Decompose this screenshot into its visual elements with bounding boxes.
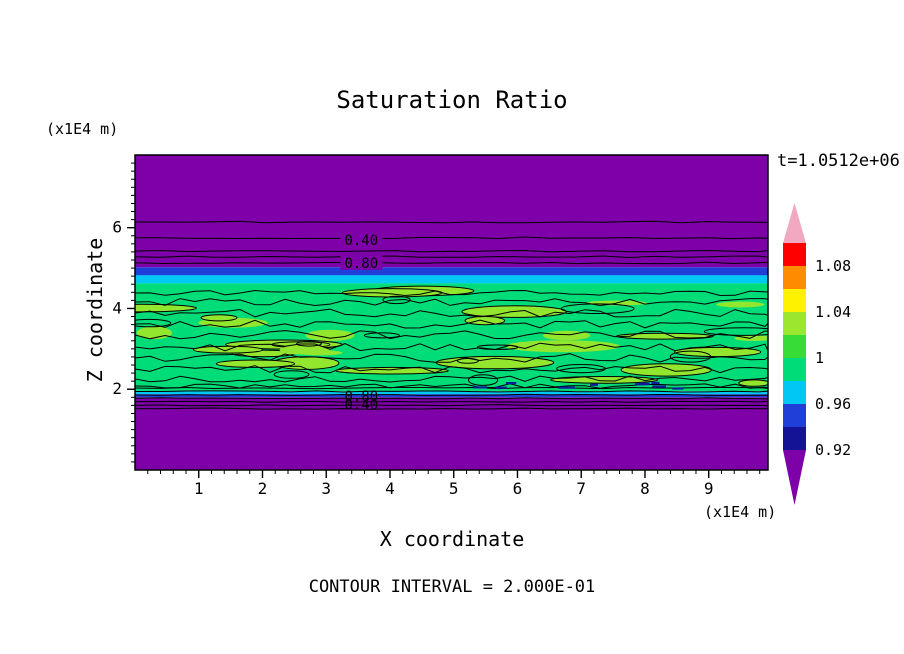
high-value-patch — [279, 345, 330, 355]
x-tick-label: 8 — [640, 479, 650, 498]
colorbar-label: 1.08 — [815, 257, 851, 275]
contour-line — [135, 236, 768, 240]
closed-contour-loop — [296, 341, 322, 347]
y-axis-label: Z coordinate — [83, 237, 107, 383]
colorbar-label: 1.04 — [815, 303, 851, 321]
x-axis-unit-label: (x1E4 m) — [704, 503, 777, 521]
contour-line — [135, 353, 768, 363]
contour-label: 0.80 — [344, 256, 378, 272]
contour-line — [135, 342, 768, 352]
high-value-patch — [464, 316, 506, 326]
contour-line — [135, 261, 768, 265]
contour-line — [135, 397, 768, 400]
colorbar-bottom-arrow — [783, 450, 806, 505]
figure-title: Saturation Ratio — [336, 86, 568, 114]
closed-contour-loop — [560, 303, 635, 315]
contour-line — [135, 289, 768, 297]
time-annotation: t=1.0512e+06 — [777, 151, 900, 171]
closed-contour-loop — [363, 332, 400, 339]
contour-line — [135, 308, 768, 318]
value-band — [135, 155, 768, 268]
contour-line — [135, 319, 768, 329]
contour-label-backing — [340, 254, 383, 270]
y-tick-label: 2 — [112, 379, 122, 398]
x-tick-label: 4 — [385, 479, 395, 498]
closed-contour-loop — [669, 350, 712, 363]
x-tick-label: 3 — [321, 479, 331, 498]
contour-line — [135, 390, 768, 393]
colorbar-segment — [783, 358, 806, 381]
high-value-patch — [620, 363, 712, 377]
colorbar-label: 1 — [815, 349, 824, 367]
closed-contour-loop — [273, 370, 310, 379]
colorbar-label: 0.96 — [815, 395, 851, 413]
closed-contour-loop — [703, 327, 768, 336]
contour-line — [135, 365, 768, 374]
colorbar-segment — [783, 266, 806, 289]
value-band — [135, 391, 768, 395]
x-tick-label: 5 — [449, 479, 459, 498]
contour-line — [135, 220, 768, 224]
x-tick-label: 7 — [576, 479, 586, 498]
colorbar-segment — [783, 335, 806, 358]
x-tick-label: 1 — [194, 479, 204, 498]
colorbar-segment — [783, 381, 806, 404]
high-value-patch — [505, 340, 620, 353]
colorbar-label: 0.92 — [815, 441, 851, 459]
contour-line — [135, 407, 768, 410]
value-band — [135, 397, 768, 470]
closed-contour-loop — [135, 318, 172, 328]
colorbar-segment — [783, 427, 806, 450]
contour-label: 0.40 — [344, 398, 378, 414]
x-tick-label: 2 — [258, 479, 268, 498]
closed-contour-loop — [468, 374, 499, 386]
high-value-patch — [716, 301, 765, 308]
colorbar-segment — [783, 312, 806, 335]
high-value-patch — [215, 359, 296, 368]
contour-line — [135, 400, 768, 403]
high-value-patch — [738, 379, 768, 387]
closed-contour-loop — [382, 295, 411, 305]
plot-frame — [134, 154, 769, 471]
high-value-patch — [305, 329, 355, 342]
colorbar-segment — [783, 404, 806, 427]
y-tick-label: 6 — [112, 218, 122, 237]
contour-label: 0.80 — [344, 389, 378, 405]
contour-line — [135, 383, 768, 389]
contour-line — [135, 393, 768, 396]
contour-label: 0.40 — [344, 233, 378, 249]
contour-line — [135, 375, 768, 383]
x-axis-label: X coordinate — [379, 527, 525, 551]
colorbar-segment — [783, 289, 806, 312]
colorbar-top-arrow — [783, 203, 806, 243]
y-tick-label: 4 — [112, 298, 122, 317]
contour-field — [135, 155, 768, 470]
value-band — [135, 275, 768, 284]
contour-interval-note: CONTOUR INTERVAL = 2.000E-01 — [308, 577, 596, 597]
colorbar-segment — [783, 243, 806, 266]
contour-line — [135, 330, 768, 340]
x-tick-label: 6 — [513, 479, 523, 498]
high-value-patch — [200, 314, 238, 322]
colorbar: 1.08 1.04 1 0.96 0.92 — [783, 203, 851, 505]
y-axis-unit-label: (x1E4 m) — [46, 120, 119, 138]
value-band — [135, 267, 768, 276]
contour-line — [135, 404, 768, 407]
contour-line — [135, 255, 768, 259]
contour-line — [135, 249, 768, 253]
contour-line — [135, 298, 768, 307]
high-value-patch — [550, 376, 659, 384]
contour-label-backing — [340, 231, 383, 247]
x-tick-label: 9 — [704, 479, 714, 498]
